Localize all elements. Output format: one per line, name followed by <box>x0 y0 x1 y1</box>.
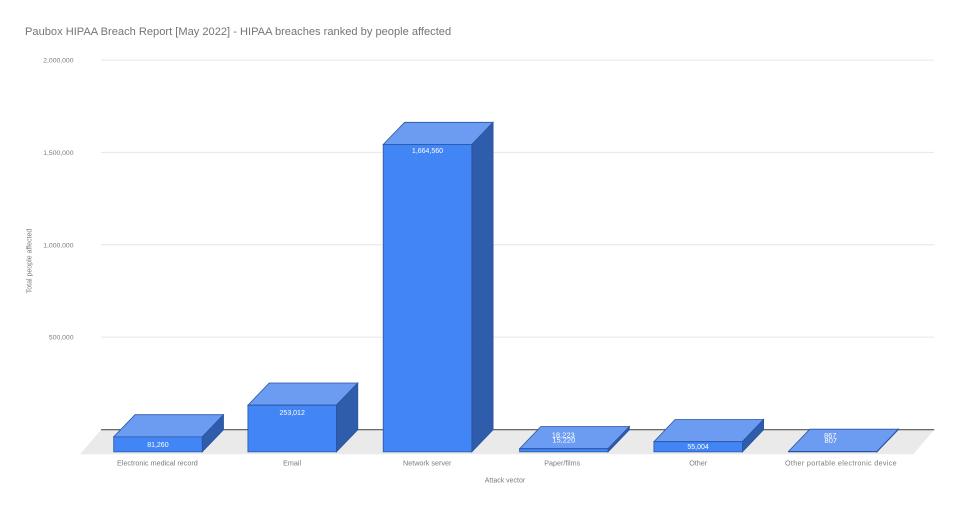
svg-text:81,260: 81,260 <box>147 442 169 449</box>
svg-text:Other: Other <box>689 458 708 467</box>
svg-text:500,000: 500,000 <box>49 335 74 342</box>
svg-text:55,004: 55,004 <box>687 444 709 451</box>
svg-text:Paper/films: Paper/films <box>544 458 580 467</box>
svg-text:Attack vector: Attack vector <box>485 478 526 485</box>
svg-text:Email: Email <box>283 458 301 467</box>
svg-text:Electronic medical record: Electronic medical record <box>117 458 198 467</box>
svg-text:15,220: 15,220 <box>552 435 575 444</box>
svg-text:1,000,000: 1,000,000 <box>43 242 73 249</box>
svg-text:807: 807 <box>825 436 838 445</box>
svg-text:1,500,000: 1,500,000 <box>43 150 73 157</box>
svg-text:867: 867 <box>824 431 837 440</box>
svg-text:18,223: 18,223 <box>552 430 575 439</box>
svg-text:2,000,000: 2,000,000 <box>43 58 73 65</box>
svg-text:Total people affected: Total people affected <box>26 229 33 294</box>
svg-text:253,012: 253,012 <box>280 410 305 417</box>
svg-text:Other portable electronic devi: Other portable electronic device <box>785 458 897 467</box>
svg-text:1,664,560: 1,664,560 <box>412 148 443 155</box>
svg-text:Paubox HIPAA Breach Report [Ma: Paubox HIPAA Breach Report [May 2022] - … <box>25 26 451 38</box>
svg-text:Network server: Network server <box>403 458 452 467</box>
